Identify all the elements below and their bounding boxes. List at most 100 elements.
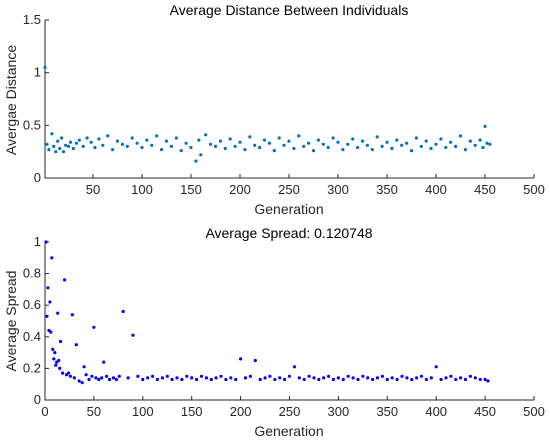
distance-plot-point bbox=[375, 135, 379, 139]
distance-plot-point bbox=[213, 144, 218, 148]
distance-plot-point bbox=[81, 144, 85, 148]
spread-plot-point bbox=[90, 374, 94, 378]
distance-plot-point bbox=[365, 143, 369, 147]
spread-plot-x-tick-label: 50 bbox=[87, 404, 101, 419]
spread-plot-x-tick-label: 450 bbox=[474, 404, 496, 419]
spread-plot-point bbox=[54, 363, 58, 367]
spread-plot-point bbox=[268, 374, 272, 378]
distance-plot-x-tick-label: 300 bbox=[327, 182, 349, 197]
distance-plot: Average Distance Between Individuals Gen… bbox=[3, 2, 545, 217]
spread-plot-point bbox=[327, 374, 331, 378]
distance-plot-point bbox=[478, 138, 482, 142]
distance-plot-point bbox=[243, 148, 247, 152]
spread-plot-point bbox=[170, 377, 174, 382]
distance-plot-point bbox=[101, 143, 105, 147]
distance-plot-point bbox=[262, 138, 267, 142]
spread-plot-point bbox=[72, 376, 76, 380]
distance-plot-y-tick-label: 0 bbox=[34, 170, 41, 185]
spread-plot-point bbox=[243, 376, 248, 380]
spread-plot-point bbox=[234, 377, 238, 382]
spread-plot-point bbox=[302, 377, 306, 382]
spread-plot-point bbox=[380, 374, 384, 378]
distance-plot-point bbox=[424, 139, 428, 143]
spread-plot-point bbox=[155, 377, 160, 382]
spread-plot-point bbox=[51, 347, 55, 351]
spread-plot-point bbox=[292, 365, 296, 369]
spread-plot-point bbox=[44, 240, 48, 244]
spread-plot-ticks: 0 50 100 150 200 250 300 350 400 450 500 0 0.2 0.4 0.6… bbox=[23, 234, 545, 419]
distance-plot-y-label: Avergae Distance bbox=[3, 45, 19, 155]
distance-plot-point bbox=[390, 146, 394, 151]
distance-plot-point bbox=[444, 145, 448, 150]
spread-plot-x-tick-label: 200 bbox=[230, 404, 252, 419]
spread-plot-point bbox=[307, 374, 311, 378]
spread-plot-title: Average Spread: 0.120748 bbox=[205, 225, 372, 241]
spread-plot-point bbox=[410, 377, 414, 382]
spread-plot-x-tick-label: 400 bbox=[425, 404, 447, 419]
spread-plot-point bbox=[49, 330, 53, 334]
distance-plot-x-tick-label: 450 bbox=[474, 182, 496, 197]
spread-plot-point bbox=[107, 377, 112, 382]
spread-plot-point bbox=[53, 351, 57, 355]
distance-plot-point bbox=[463, 148, 467, 152]
distance-plot-point bbox=[488, 142, 492, 146]
spread-plot-point bbox=[56, 311, 60, 315]
distance-plot-point bbox=[316, 138, 320, 142]
distance-plot-point bbox=[209, 142, 213, 146]
spread-plot-point bbox=[214, 376, 218, 380]
spread-plot-point bbox=[61, 371, 65, 375]
distance-plot-point bbox=[111, 148, 115, 152]
distance-plot-point bbox=[307, 141, 311, 145]
distance-plot-point bbox=[233, 144, 237, 148]
distance-plot-point bbox=[68, 140, 73, 144]
distance-plot-x-tick-label: 100 bbox=[131, 182, 153, 197]
distance-plot-point bbox=[473, 143, 477, 147]
spread-plot-point bbox=[424, 377, 428, 382]
distance-plot-point bbox=[454, 144, 458, 148]
distance-plot-point bbox=[189, 145, 193, 150]
distance-plot-point bbox=[97, 137, 101, 141]
spread-plot-point bbox=[126, 376, 130, 380]
distance-plot-x-tick-label: 150 bbox=[180, 182, 202, 197]
spread-plot-y-tick-label: 0.6 bbox=[23, 297, 41, 312]
distance-plot-point bbox=[302, 144, 306, 148]
distance-plot-y-tick-label: 1.5 bbox=[23, 12, 41, 27]
distance-plot-point bbox=[434, 142, 438, 146]
spread-plot-point bbox=[105, 374, 109, 378]
spread-plot-point bbox=[278, 376, 282, 380]
distance-plot-point bbox=[174, 136, 178, 140]
spread-plot-x-label: Generation bbox=[254, 423, 323, 439]
distance-plot-point bbox=[253, 143, 257, 147]
spread-plot-point bbox=[283, 377, 287, 382]
spread-plot-point bbox=[117, 374, 121, 378]
spread-plot-point bbox=[209, 377, 213, 382]
distance-plot-point bbox=[197, 138, 201, 142]
spread-plot-point bbox=[336, 376, 340, 380]
spread-plot-point bbox=[45, 314, 49, 318]
distance-plot-point bbox=[228, 137, 232, 141]
spread-plot-point bbox=[100, 376, 104, 380]
distance-plot-point bbox=[258, 145, 262, 150]
spread-plot-point bbox=[50, 256, 54, 260]
spread-plot-y-tick-label: 0 bbox=[34, 392, 41, 407]
spread-plot-point bbox=[478, 377, 482, 382]
spread-plot-point bbox=[59, 339, 63, 344]
spread-plot-point bbox=[165, 374, 169, 378]
spread-plot-point bbox=[52, 357, 56, 361]
spread-plot-point bbox=[385, 377, 389, 382]
distance-plot-point bbox=[485, 141, 489, 145]
distance-plot-x-tick-label: 350 bbox=[376, 182, 398, 197]
spread-plot-y-tick-label: 1 bbox=[34, 234, 41, 249]
distance-plot-point bbox=[439, 137, 443, 141]
distance-plot-point bbox=[52, 144, 56, 148]
distance-plot-y-tick-label: 1 bbox=[34, 65, 41, 80]
distance-plot-point bbox=[43, 65, 47, 69]
distance-plot-point bbox=[238, 140, 242, 144]
spread-plot-point bbox=[473, 376, 477, 380]
distance-plot-point bbox=[130, 136, 134, 140]
spread-plot-point bbox=[375, 376, 380, 380]
distance-plot-point bbox=[419, 144, 423, 148]
spread-plot-point bbox=[239, 357, 243, 361]
distance-plot-point bbox=[125, 144, 129, 148]
spread-plot-point bbox=[346, 374, 350, 378]
